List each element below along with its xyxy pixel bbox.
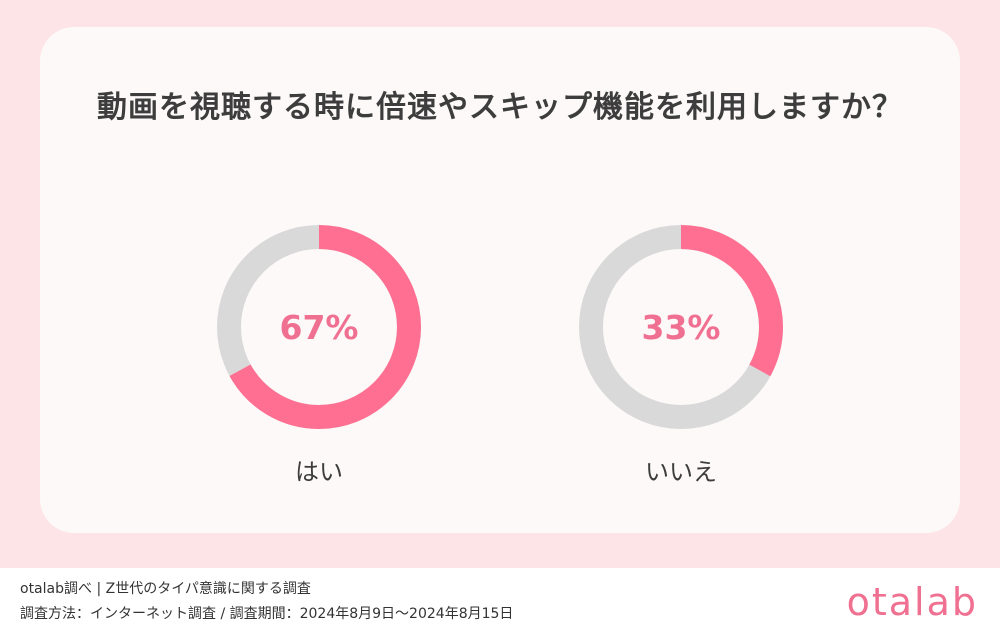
category-label-yes: はい bbox=[295, 458, 343, 486]
chart-title: 動画を視聴する時に倍速やスキップ機能を利用しますか？ bbox=[97, 90, 903, 125]
otalab-logo: otalab bbox=[846, 580, 978, 624]
donut-yes: 67% bbox=[214, 222, 424, 432]
chart-card bbox=[40, 27, 960, 533]
data-label-yes: 67% bbox=[279, 307, 359, 347]
donut-no: 33% bbox=[576, 222, 786, 432]
donut-slice-no bbox=[579, 225, 783, 429]
donut-no-svg bbox=[579, 225, 783, 429]
donut-slice-yes bbox=[217, 225, 421, 429]
data-label-no: 33% bbox=[641, 307, 721, 347]
footer-source: otalab調べ | Z世代のタイパ意識に関する調査 bbox=[20, 581, 311, 597]
category-label-no: いいえ bbox=[645, 458, 717, 486]
footer-method: 調査方法：インターネット調査 / 調査期間：2024年8月9日〜2024年8月1… bbox=[20, 606, 514, 622]
donut-yes-svg bbox=[217, 225, 421, 429]
